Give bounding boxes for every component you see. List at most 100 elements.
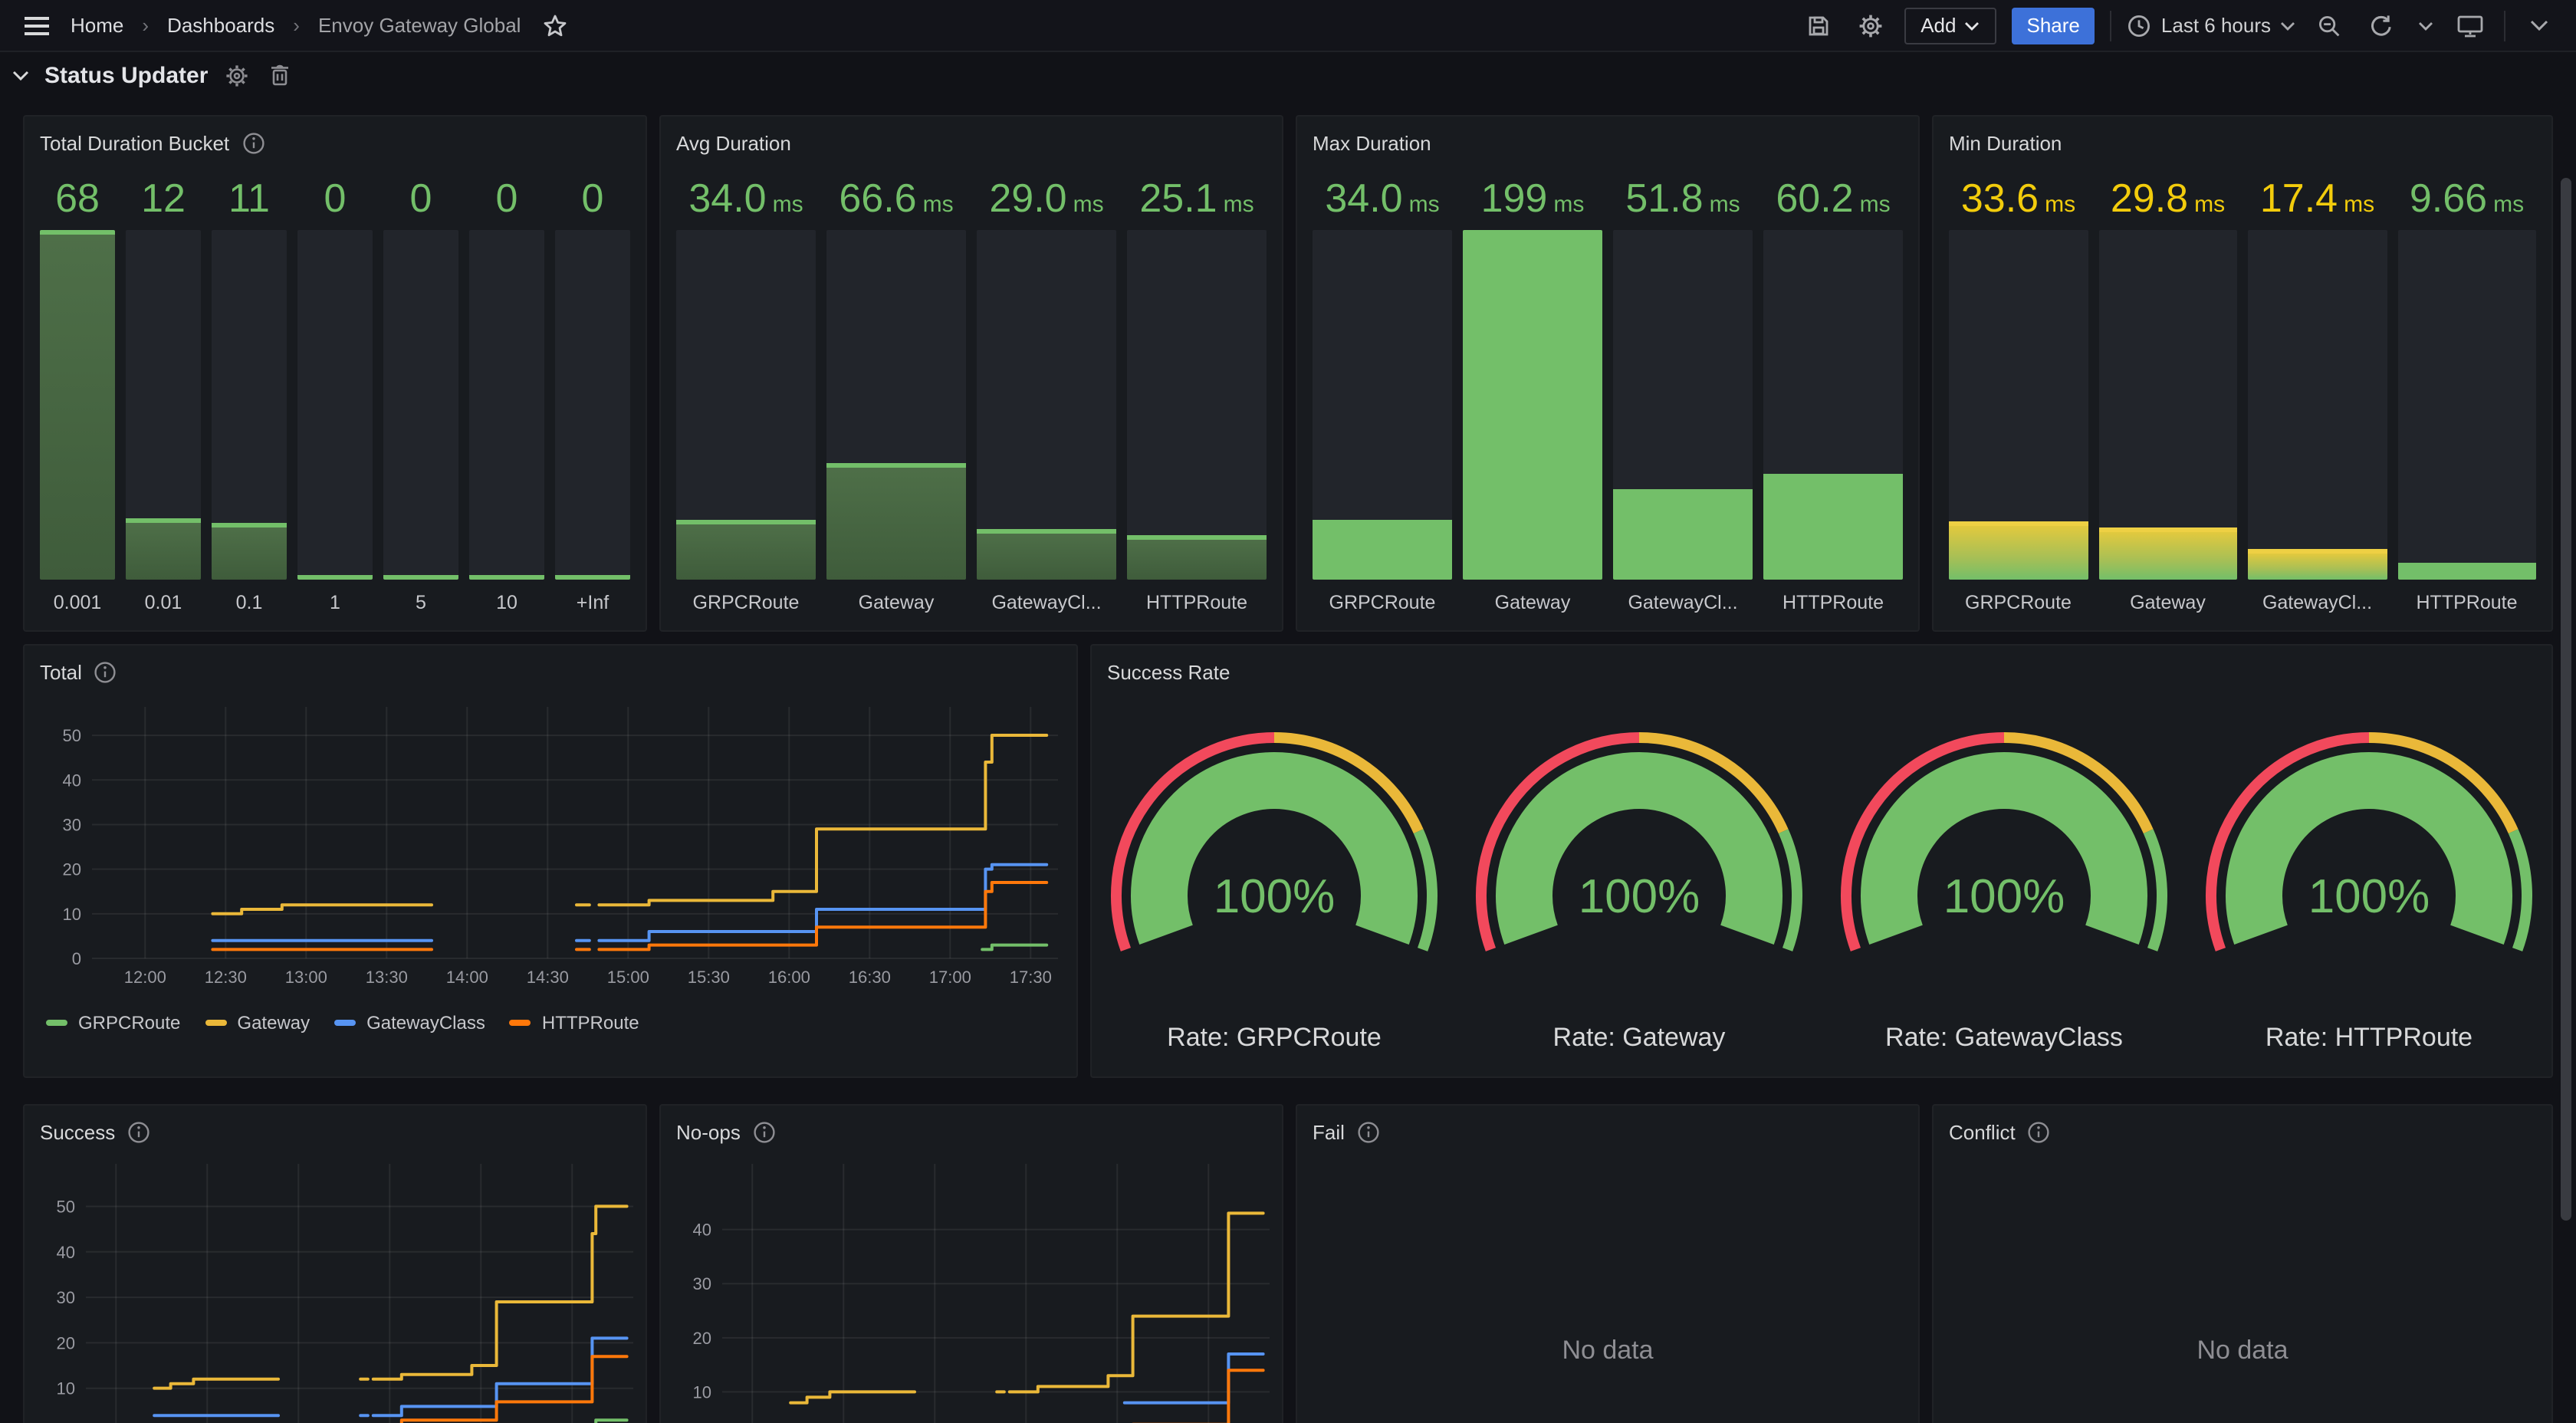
- time-range-picker[interactable]: Last 6 hours: [2128, 13, 2295, 38]
- svg-text:100%: 100%: [1578, 870, 1700, 923]
- chevron-down-icon: [2281, 21, 2295, 30]
- gauge: 100% Rate: Gateway: [1457, 692, 1822, 1076]
- zoom-out-icon[interactable]: [2311, 7, 2348, 44]
- gauge: 100% Rate: HTTPRoute: [2187, 692, 2551, 1076]
- bar-track: [212, 230, 287, 580]
- svg-text:17:30: 17:30: [1010, 968, 1052, 987]
- bar-value: 25.1 ms: [1139, 175, 1254, 221]
- bar-label: HTTPRoute: [1146, 592, 1247, 613]
- gauge-label: Rate: Gateway: [1552, 1023, 1726, 1052]
- row-delete-trash-icon[interactable]: [266, 61, 294, 89]
- svg-text:30: 30: [57, 1288, 75, 1307]
- save-dashboard-icon[interactable]: [1799, 7, 1836, 44]
- refresh-interval-chevron-icon[interactable]: [2415, 7, 2436, 44]
- svg-text:20: 20: [63, 860, 81, 879]
- svg-text:13:30: 13:30: [366, 968, 408, 987]
- legend-item[interactable]: Gateway: [205, 1012, 310, 1034]
- bar-value: 29.0 ms: [989, 175, 1104, 221]
- panel-title[interactable]: Success Rate: [1107, 660, 1230, 683]
- menu-icon[interactable]: [18, 7, 55, 44]
- legend-label: Gateway: [237, 1012, 310, 1034]
- svg-text:12:00: 12:00: [124, 968, 166, 987]
- page-scrollbar-thumb[interactable]: [2561, 178, 2571, 1221]
- breadcrumb-current-dashboard: Envoy Gateway Global: [317, 14, 521, 37]
- refresh-icon[interactable]: [2363, 7, 2400, 44]
- svg-text:100%: 100%: [1943, 870, 2065, 923]
- svg-text:30: 30: [63, 815, 81, 834]
- divider: [2110, 10, 2112, 41]
- bar-label: +Inf: [576, 592, 610, 613]
- bar-value: 9.66 ms: [2409, 175, 2525, 221]
- bar-value: 51.8 ms: [1625, 175, 1740, 221]
- row-collapse-chevron-icon[interactable]: [12, 69, 29, 81]
- info-icon[interactable]: [242, 131, 264, 154]
- panel-title[interactable]: Total Duration Bucket: [40, 131, 230, 154]
- legend-color-pill: [334, 1020, 356, 1026]
- bar-label: HTTPRoute: [1783, 592, 1884, 613]
- panel-title[interactable]: Min Duration: [1949, 131, 2062, 154]
- panel-title[interactable]: Fail: [1313, 1120, 1345, 1143]
- top-navbar: Home › Dashboards › Envoy Gateway Global…: [0, 0, 2576, 52]
- bar-value: 66.6 ms: [839, 175, 954, 221]
- bar-gauge-column: 199 ms Gateway: [1463, 169, 1602, 618]
- row-settings-gear-icon[interactable]: [223, 61, 251, 89]
- gauge-group: 100% Rate: GRPCRoute 100% Rate: Gateway 100%…: [1092, 692, 2551, 1076]
- info-icon[interactable]: [1357, 1120, 1380, 1143]
- add-button[interactable]: Add: [1904, 7, 1996, 44]
- panel-total-duration-bucket: Total Duration Bucket 68 0.001 12 0.01 11 0.1…: [23, 115, 647, 632]
- bar-gauge-column: 11 0.1: [212, 169, 287, 618]
- panel-title[interactable]: Avg Duration: [676, 131, 791, 154]
- info-icon[interactable]: [127, 1120, 150, 1143]
- svg-text:30: 30: [693, 1274, 711, 1293]
- bar-value: 17.4 ms: [2259, 175, 2375, 221]
- bar-label: 1: [330, 592, 340, 613]
- clock-icon: [2128, 14, 2150, 37]
- bar-label: Gateway: [2130, 592, 2206, 613]
- info-icon[interactable]: [94, 660, 117, 683]
- bar-value: 33.6 ms: [1960, 175, 2076, 221]
- favorite-star-icon[interactable]: [536, 7, 573, 44]
- bar-label: Gateway: [858, 592, 935, 613]
- bar-gauge-column: 33.6 ms GRPCRoute: [1949, 169, 2088, 618]
- svg-text:20: 20: [57, 1333, 75, 1352]
- legend-item[interactable]: GatewayClass: [334, 1012, 485, 1034]
- panel-title[interactable]: Success: [40, 1120, 116, 1143]
- breadcrumb-separator: ›: [142, 14, 150, 37]
- bar-track: [2248, 230, 2387, 580]
- dashboard-settings-gear-icon[interactable]: [1852, 7, 1888, 44]
- bar-gauge-column: 29.8 ms Gateway: [2098, 169, 2237, 618]
- bar-label: 0.01: [144, 592, 182, 613]
- panel-fail: Fail No data: [1296, 1104, 1920, 1423]
- breadcrumb-dashboards[interactable]: Dashboards: [167, 14, 275, 37]
- bar-track: [1463, 230, 1602, 580]
- time-series-chart: 0 10 20 30 40 50 12:00 12:30 13:00 13:30 14:00 14:3…: [63, 707, 1058, 987]
- panel-total: Total 0 10 20 30 40 50 12:00 12:30 13:00 13:30 14:…: [23, 644, 1078, 1078]
- bar-label: GatewayCl...: [2262, 592, 2373, 613]
- svg-text:13:00: 13:00: [285, 968, 327, 987]
- panel-title[interactable]: No-ops: [676, 1120, 741, 1143]
- svg-text:17:00: 17:00: [929, 968, 971, 987]
- legend-item[interactable]: GRPCRoute: [46, 1012, 180, 1034]
- info-icon[interactable]: [2028, 1120, 2051, 1143]
- bar-gauge-column: 29.0 ms GatewayCl...: [977, 169, 1116, 618]
- bar-label: GatewayCl...: [991, 592, 1102, 613]
- panel-title[interactable]: Total: [40, 660, 82, 683]
- bar-track: [126, 230, 201, 580]
- share-button[interactable]: Share: [2011, 7, 2095, 44]
- row-title[interactable]: Status Updater: [44, 62, 209, 88]
- bar-track: [676, 230, 816, 580]
- tv-kiosk-mode-icon[interactable]: [2452, 7, 2489, 44]
- info-icon[interactable]: [753, 1120, 776, 1143]
- legend-item[interactable]: HTTPRoute: [509, 1012, 639, 1034]
- bar-gauge-column: 34.0 ms GRPCRoute: [676, 169, 816, 618]
- bar-gauge-column: 68 0.001: [40, 169, 115, 618]
- bar-value: 0: [495, 175, 518, 221]
- bar-track: [1127, 230, 1267, 580]
- breadcrumb-home[interactable]: Home: [71, 14, 124, 37]
- bar-track: [1949, 230, 2088, 580]
- panel-title[interactable]: Conflict: [1949, 1120, 2016, 1143]
- panel-min-duration: Min Duration 33.6 ms GRPCRoute 29.8 ms Gatewa…: [1932, 115, 2553, 632]
- bar-label: GRPCRoute: [692, 592, 800, 613]
- collapse-topbar-chevron-icon[interactable]: [2521, 7, 2558, 44]
- panel-title[interactable]: Max Duration: [1313, 131, 1431, 154]
